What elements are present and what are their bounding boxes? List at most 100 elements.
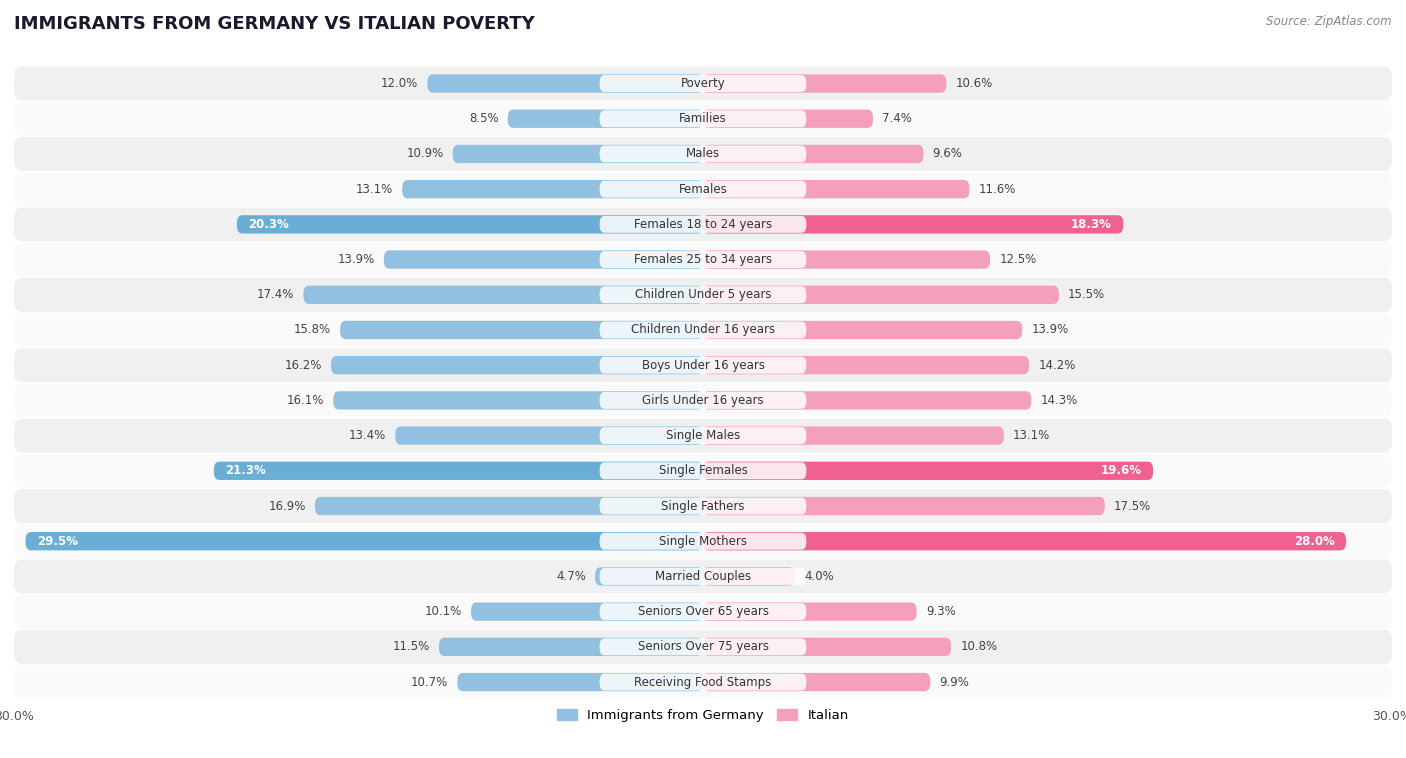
- Text: 4.7%: 4.7%: [555, 570, 586, 583]
- FancyBboxPatch shape: [599, 75, 807, 92]
- Text: 12.5%: 12.5%: [1000, 253, 1036, 266]
- Text: 20.3%: 20.3%: [249, 218, 290, 231]
- FancyBboxPatch shape: [14, 454, 1392, 487]
- Text: 18.3%: 18.3%: [1071, 218, 1112, 231]
- FancyBboxPatch shape: [703, 356, 1029, 374]
- FancyBboxPatch shape: [304, 286, 703, 304]
- FancyBboxPatch shape: [703, 74, 946, 92]
- FancyBboxPatch shape: [599, 216, 807, 233]
- FancyBboxPatch shape: [333, 391, 703, 409]
- Text: Males: Males: [686, 148, 720, 161]
- Text: Single Mothers: Single Mothers: [659, 534, 747, 548]
- Text: 9.6%: 9.6%: [932, 148, 963, 161]
- Text: Boys Under 16 years: Boys Under 16 years: [641, 359, 765, 371]
- FancyBboxPatch shape: [599, 110, 807, 127]
- FancyBboxPatch shape: [395, 427, 703, 445]
- Text: Source: ZipAtlas.com: Source: ZipAtlas.com: [1267, 15, 1392, 28]
- FancyBboxPatch shape: [703, 145, 924, 163]
- FancyBboxPatch shape: [14, 384, 1392, 418]
- Text: Single Fathers: Single Fathers: [661, 500, 745, 512]
- FancyBboxPatch shape: [599, 497, 807, 515]
- Legend: Immigrants from Germany, Italian: Immigrants from Germany, Italian: [551, 703, 855, 728]
- Text: 29.5%: 29.5%: [37, 534, 77, 548]
- Text: Females 25 to 34 years: Females 25 to 34 years: [634, 253, 772, 266]
- FancyBboxPatch shape: [599, 638, 807, 656]
- FancyBboxPatch shape: [340, 321, 703, 339]
- FancyBboxPatch shape: [599, 674, 807, 691]
- FancyBboxPatch shape: [14, 102, 1392, 136]
- Text: 11.5%: 11.5%: [392, 641, 430, 653]
- Text: 15.5%: 15.5%: [1069, 288, 1105, 301]
- Text: 21.3%: 21.3%: [225, 465, 266, 478]
- FancyBboxPatch shape: [14, 348, 1392, 382]
- FancyBboxPatch shape: [595, 567, 703, 586]
- Text: 19.6%: 19.6%: [1101, 465, 1142, 478]
- FancyBboxPatch shape: [14, 67, 1392, 100]
- Text: 11.6%: 11.6%: [979, 183, 1017, 196]
- FancyBboxPatch shape: [330, 356, 703, 374]
- Text: 28.0%: 28.0%: [1294, 534, 1334, 548]
- FancyBboxPatch shape: [599, 357, 807, 374]
- FancyBboxPatch shape: [703, 110, 873, 128]
- FancyBboxPatch shape: [471, 603, 703, 621]
- FancyBboxPatch shape: [599, 462, 807, 479]
- FancyBboxPatch shape: [599, 251, 807, 268]
- Text: 10.1%: 10.1%: [425, 605, 461, 618]
- FancyBboxPatch shape: [25, 532, 703, 550]
- Text: 17.5%: 17.5%: [1114, 500, 1152, 512]
- FancyBboxPatch shape: [457, 673, 703, 691]
- FancyBboxPatch shape: [599, 287, 807, 303]
- FancyBboxPatch shape: [14, 243, 1392, 277]
- Text: 13.1%: 13.1%: [356, 183, 392, 196]
- Text: 13.9%: 13.9%: [1032, 324, 1069, 337]
- FancyBboxPatch shape: [14, 137, 1392, 171]
- Text: Married Couples: Married Couples: [655, 570, 751, 583]
- Text: Seniors Over 65 years: Seniors Over 65 years: [637, 605, 769, 618]
- Text: 16.1%: 16.1%: [287, 394, 323, 407]
- FancyBboxPatch shape: [703, 427, 1004, 445]
- FancyBboxPatch shape: [703, 567, 794, 586]
- Text: 10.8%: 10.8%: [960, 641, 997, 653]
- FancyBboxPatch shape: [453, 145, 703, 163]
- FancyBboxPatch shape: [703, 180, 969, 199]
- FancyBboxPatch shape: [427, 74, 703, 92]
- Text: 9.9%: 9.9%: [939, 675, 969, 688]
- FancyBboxPatch shape: [14, 208, 1392, 241]
- FancyBboxPatch shape: [508, 110, 703, 128]
- FancyBboxPatch shape: [14, 418, 1392, 453]
- FancyBboxPatch shape: [315, 496, 703, 515]
- Text: 7.4%: 7.4%: [882, 112, 912, 125]
- FancyBboxPatch shape: [703, 215, 1123, 233]
- FancyBboxPatch shape: [599, 321, 807, 338]
- Text: Children Under 16 years: Children Under 16 years: [631, 324, 775, 337]
- FancyBboxPatch shape: [439, 637, 703, 656]
- Text: 13.1%: 13.1%: [1012, 429, 1050, 442]
- Text: Poverty: Poverty: [681, 77, 725, 90]
- Text: Single Males: Single Males: [666, 429, 740, 442]
- Text: 12.0%: 12.0%: [381, 77, 418, 90]
- Text: Seniors Over 75 years: Seniors Over 75 years: [637, 641, 769, 653]
- Text: 16.2%: 16.2%: [284, 359, 322, 371]
- FancyBboxPatch shape: [599, 568, 807, 585]
- FancyBboxPatch shape: [599, 603, 807, 620]
- FancyBboxPatch shape: [703, 532, 1346, 550]
- FancyBboxPatch shape: [14, 595, 1392, 628]
- FancyBboxPatch shape: [703, 603, 917, 621]
- FancyBboxPatch shape: [599, 180, 807, 198]
- FancyBboxPatch shape: [599, 392, 807, 409]
- FancyBboxPatch shape: [14, 172, 1392, 206]
- FancyBboxPatch shape: [14, 525, 1392, 558]
- Text: Single Females: Single Females: [658, 465, 748, 478]
- FancyBboxPatch shape: [703, 250, 990, 269]
- Text: 13.4%: 13.4%: [349, 429, 387, 442]
- FancyBboxPatch shape: [14, 630, 1392, 664]
- Text: 15.8%: 15.8%: [294, 324, 330, 337]
- FancyBboxPatch shape: [402, 180, 703, 199]
- Text: 14.2%: 14.2%: [1038, 359, 1076, 371]
- Text: Females: Females: [679, 183, 727, 196]
- FancyBboxPatch shape: [14, 489, 1392, 523]
- FancyBboxPatch shape: [703, 462, 1153, 480]
- FancyBboxPatch shape: [703, 286, 1059, 304]
- Text: Girls Under 16 years: Girls Under 16 years: [643, 394, 763, 407]
- Text: 9.3%: 9.3%: [925, 605, 956, 618]
